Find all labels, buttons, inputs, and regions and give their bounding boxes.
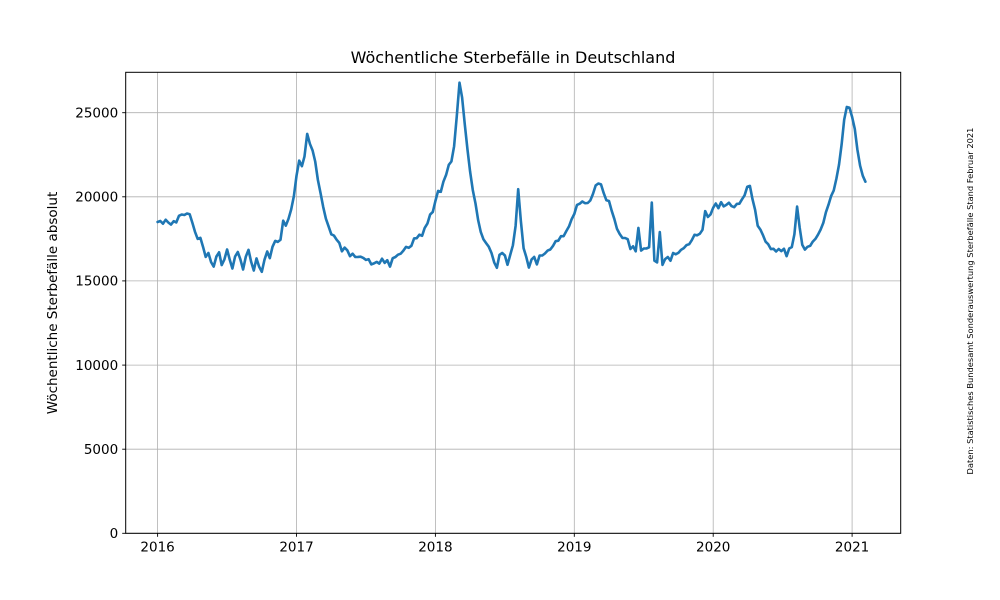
y-tick-label: 20000 <box>75 190 118 206</box>
x-tick-label: 2018 <box>418 539 452 555</box>
axis-tick-labels: 2016 2017 2018 2019 2020 2021 0 5000 10000 15000 2… <box>75 106 869 556</box>
y-tick-label: 0 <box>110 526 119 542</box>
x-tick-label: 2021 <box>835 539 869 555</box>
axis-ticks <box>122 112 853 537</box>
source-caption: Daten: Statistisches Bundesamt Sonderaus… <box>965 128 975 475</box>
y-tick-label: 15000 <box>75 274 118 290</box>
y-tick-label: 25000 <box>75 106 118 122</box>
chart-title: Wöchentliche Sterbefälle in Deutschland <box>351 48 676 67</box>
y-axis-label: Wöchentliche Sterbefälle absolut <box>45 192 61 414</box>
x-tick-label: 2019 <box>557 539 591 555</box>
deaths-series-line <box>156 81 867 274</box>
y-tick-label: 10000 <box>75 358 118 374</box>
plot-border <box>125 71 902 534</box>
x-tick-label: 2017 <box>279 539 313 555</box>
y-tick-label: 5000 <box>84 442 118 458</box>
gridlines <box>125 72 901 534</box>
x-tick-label: 2016 <box>140 539 174 555</box>
x-tick-label: 2020 <box>696 539 730 555</box>
